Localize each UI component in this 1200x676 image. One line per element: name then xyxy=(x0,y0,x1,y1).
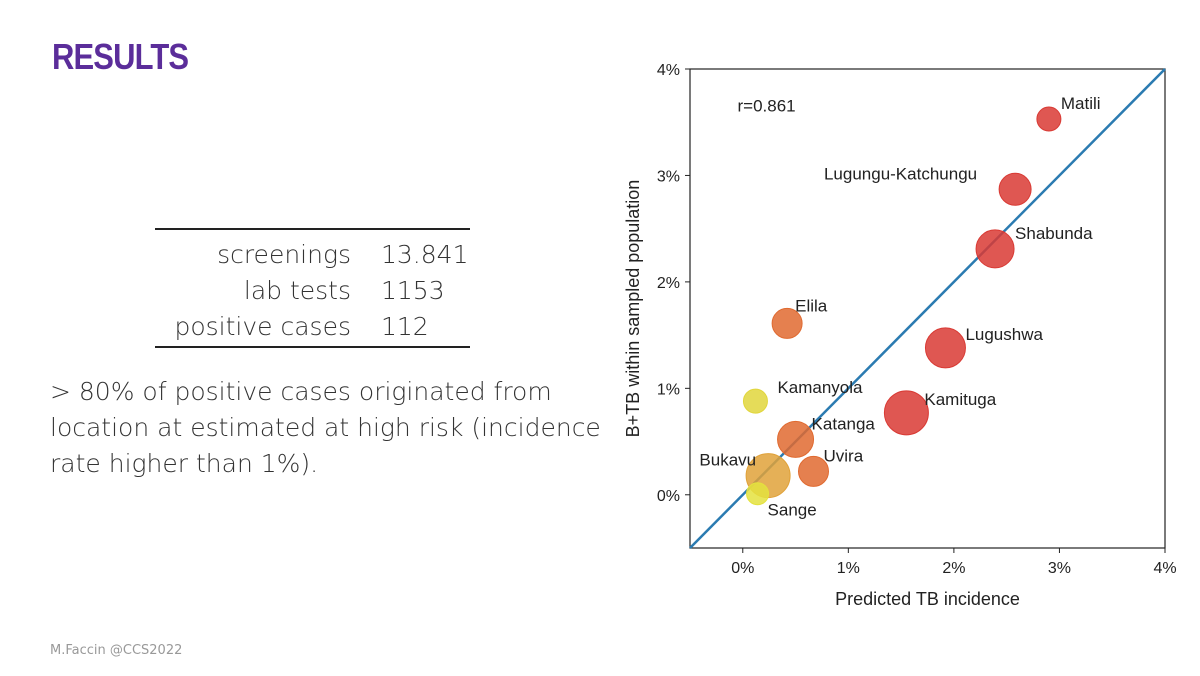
x-tick-label: 2% xyxy=(942,560,965,577)
point-label: Bukavu xyxy=(699,451,756,470)
y-tick-label: 0% xyxy=(657,488,680,505)
stat-label: lab tests xyxy=(243,275,351,305)
x-axis-label: Predicted TB incidence xyxy=(835,589,1020,609)
y-tick-label: 4% xyxy=(657,62,680,79)
stat-label: screenings xyxy=(217,239,351,269)
data-point xyxy=(1036,106,1062,132)
stat-row-lab-tests: lab tests 1153 xyxy=(155,272,470,308)
x-tick-label: 1% xyxy=(837,560,860,577)
y-tick-label: 1% xyxy=(657,381,680,398)
point-label: Uvira xyxy=(824,446,864,465)
x-tick-label: 3% xyxy=(1048,560,1071,577)
data-point xyxy=(924,327,966,369)
x-tick-label: 0% xyxy=(731,560,754,577)
stat-value: 1153 xyxy=(381,275,445,305)
y-tick-label: 2% xyxy=(657,275,680,292)
data-point xyxy=(975,229,1015,269)
summary-text: > 80% of positive cases originated from … xyxy=(50,377,601,478)
footer-credit: M.Faccin @CCS2022 xyxy=(50,643,183,658)
data-point xyxy=(998,172,1032,206)
data-point xyxy=(742,388,768,414)
point-label: Kamituga xyxy=(924,390,996,409)
point-label: Matili xyxy=(1061,94,1101,113)
plot-frame xyxy=(689,68,1166,549)
point-label: Elila xyxy=(795,296,828,315)
stat-row-positive-cases: positive cases 112 xyxy=(155,308,470,344)
data-point xyxy=(746,482,770,506)
stat-value: 13.841 xyxy=(381,239,469,269)
stats-table: screenings 13.841 lab tests 1153 positiv… xyxy=(155,228,470,348)
stat-row-screenings: screenings 13.841 xyxy=(155,236,470,272)
data-point xyxy=(798,455,829,487)
point-label: Katanga xyxy=(812,414,876,433)
slide-title: RESULTS xyxy=(52,36,189,77)
data-point xyxy=(883,390,929,436)
stat-value: 112 xyxy=(381,311,429,341)
data-point xyxy=(771,307,803,339)
point-label: Sange xyxy=(768,501,817,520)
scatter-chart: 0% 1% 2% 3% 4% 0% 1% 2% 3% 4% Predicted TB inciden… xyxy=(623,62,1177,609)
point-label: Lugungu-Katchungu xyxy=(824,164,977,183)
y-tick-label: 3% xyxy=(657,168,680,185)
y-axis-label: B+TB within sampled population xyxy=(623,180,643,438)
correlation-annotation: r=0.861 xyxy=(738,97,796,116)
data-point xyxy=(777,420,815,458)
point-label: Shabunda xyxy=(1015,224,1093,243)
point-label: Lugushwa xyxy=(965,325,1043,344)
point-label: Kamanyola xyxy=(777,378,863,397)
x-tick-label: 4% xyxy=(1153,560,1176,577)
stat-label: positive cases xyxy=(174,311,351,341)
